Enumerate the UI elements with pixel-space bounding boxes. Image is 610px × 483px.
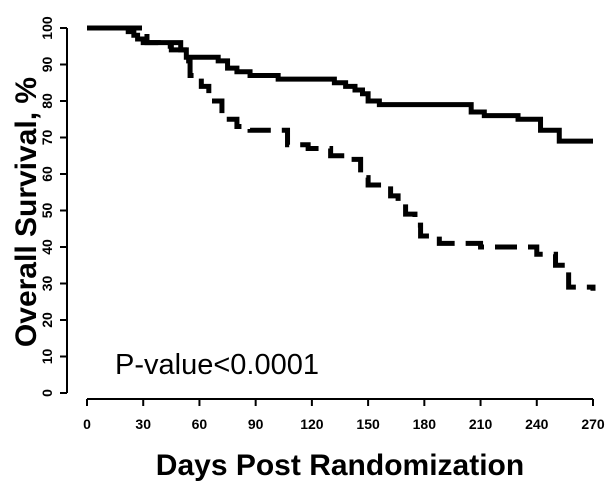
y-tick-label: 0 — [39, 389, 55, 397]
series-layer — [87, 25, 596, 291]
x-tick-label: 240 — [525, 416, 549, 432]
y-tick-label: 50 — [39, 203, 55, 219]
x-ticks: 0 30 60 90 120 150 180 210 240 270 — [83, 399, 605, 432]
y-ticks: 0 10 20 30 40 50 60 70 80 90 100 — [39, 16, 67, 397]
x-tick-label: 30 — [135, 416, 151, 432]
x-tick-label: 60 — [192, 416, 208, 432]
x-axis-title: Days Post Randomization — [156, 449, 524, 482]
y-tick-label: 10 — [39, 349, 55, 365]
y-tick-label: 60 — [39, 166, 55, 182]
y-tick-label: 90 — [39, 57, 55, 73]
x-tick-label: 180 — [413, 416, 437, 432]
dashed-survival-curve — [87, 25, 596, 291]
x-tick-label: 90 — [248, 416, 264, 432]
y-tick-label: 20 — [39, 312, 55, 328]
axes — [66, 28, 593, 400]
x-tick-label: 270 — [581, 416, 605, 432]
y-tick-label: 80 — [39, 93, 55, 109]
y-tick-label: 40 — [39, 239, 55, 255]
p-value-annotation: P-value<0.0001 — [115, 349, 319, 381]
y-tick-label: 70 — [39, 130, 55, 146]
x-tick-label: 0 — [83, 416, 91, 432]
solid-survival-curve — [87, 25, 593, 144]
x-tick-label: 120 — [300, 416, 324, 432]
x-tick-label: 150 — [356, 416, 380, 432]
y-tick-label: 100 — [39, 16, 55, 40]
y-axis-title: Overall Survival, % — [10, 77, 43, 347]
x-tick-label: 210 — [469, 416, 493, 432]
y-tick-label: 30 — [39, 276, 55, 292]
